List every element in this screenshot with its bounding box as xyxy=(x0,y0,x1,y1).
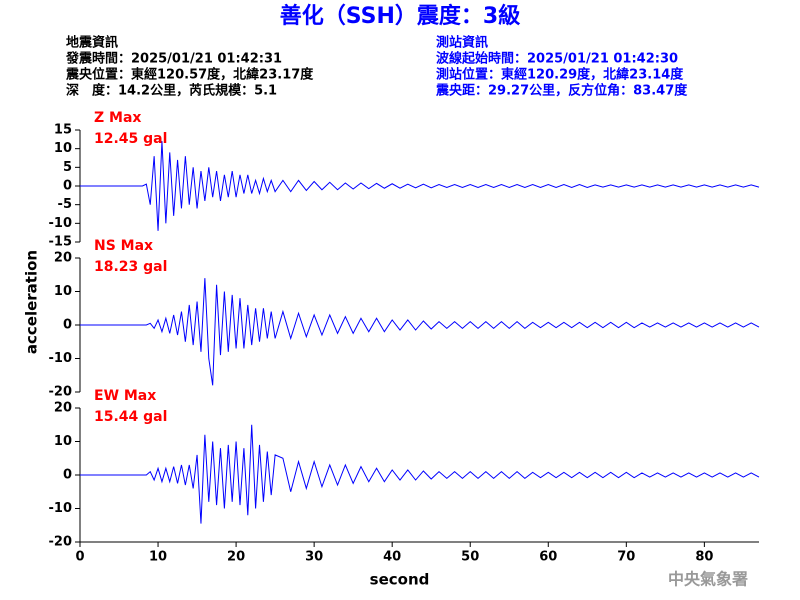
y-tick-label: 10 xyxy=(54,141,72,156)
y-tick-label: 0 xyxy=(63,318,72,333)
x-tick-label: 30 xyxy=(305,550,323,565)
y-tick-label: -20 xyxy=(49,535,73,550)
annotation: Z Max xyxy=(94,110,141,126)
watermark: 中央氣象署 xyxy=(668,570,748,589)
x-axis-label: second xyxy=(370,571,430,589)
info-line: 地震資訊 xyxy=(66,35,118,51)
y-axis-label: acceleration xyxy=(23,250,41,354)
y-tick-label: -15 xyxy=(49,235,73,250)
y-tick-label: 10 xyxy=(54,284,72,299)
y-tick-label: 15 xyxy=(54,123,72,138)
info-line: 測站資訊 xyxy=(436,35,488,51)
y-tick-label: 0 xyxy=(63,179,72,194)
y-tick-label: 5 xyxy=(63,160,72,175)
x-tick-label: 20 xyxy=(227,550,245,565)
info-line: 波線起始時間：2025/01/21 01:42:30 xyxy=(436,51,678,67)
x-tick-label: 0 xyxy=(75,550,84,565)
waveform xyxy=(80,278,760,386)
y-tick-label: 10 xyxy=(54,434,72,449)
x-tick-label: 80 xyxy=(695,550,713,565)
info-line: 測站位置：東經120.29度，北緯23.14度 xyxy=(436,67,684,83)
y-tick-label: -10 xyxy=(49,216,73,231)
annotation: NS Max xyxy=(94,238,153,254)
y-tick-label: 20 xyxy=(54,401,72,416)
y-tick-label: -10 xyxy=(49,351,73,366)
x-tick-label: 70 xyxy=(617,550,635,565)
waveform xyxy=(80,424,760,524)
info-line: 發震時間：2025/01/21 01:42:31 xyxy=(65,51,282,67)
x-tick-label: 40 xyxy=(383,550,401,565)
y-tick-label: 20 xyxy=(54,251,72,266)
info-line: 震央位置：東經120.57度，北緯23.17度 xyxy=(65,67,314,83)
chart-title: 善化（SSH）震度：3級 xyxy=(280,3,520,29)
y-tick-label: -10 xyxy=(49,501,73,516)
info-line: 深 度：14.2公里，芮氏規模：5.1 xyxy=(66,83,277,99)
annotation: 18.23 gal xyxy=(94,259,167,275)
info-line: 震央距：29.27公里，反方位角：83.47度 xyxy=(435,83,688,99)
x-tick-label: 50 xyxy=(461,550,479,565)
waveform xyxy=(80,141,760,231)
annotation: 15.44 gal xyxy=(94,409,167,425)
annotation: EW Max xyxy=(94,388,156,404)
y-tick-label: -5 xyxy=(58,197,72,212)
y-tick-label: -20 xyxy=(49,385,73,400)
annotation: 12.45 gal xyxy=(94,131,167,147)
x-tick-label: 10 xyxy=(149,550,167,565)
x-tick-label: 60 xyxy=(539,550,557,565)
y-tick-label: 0 xyxy=(63,468,72,483)
